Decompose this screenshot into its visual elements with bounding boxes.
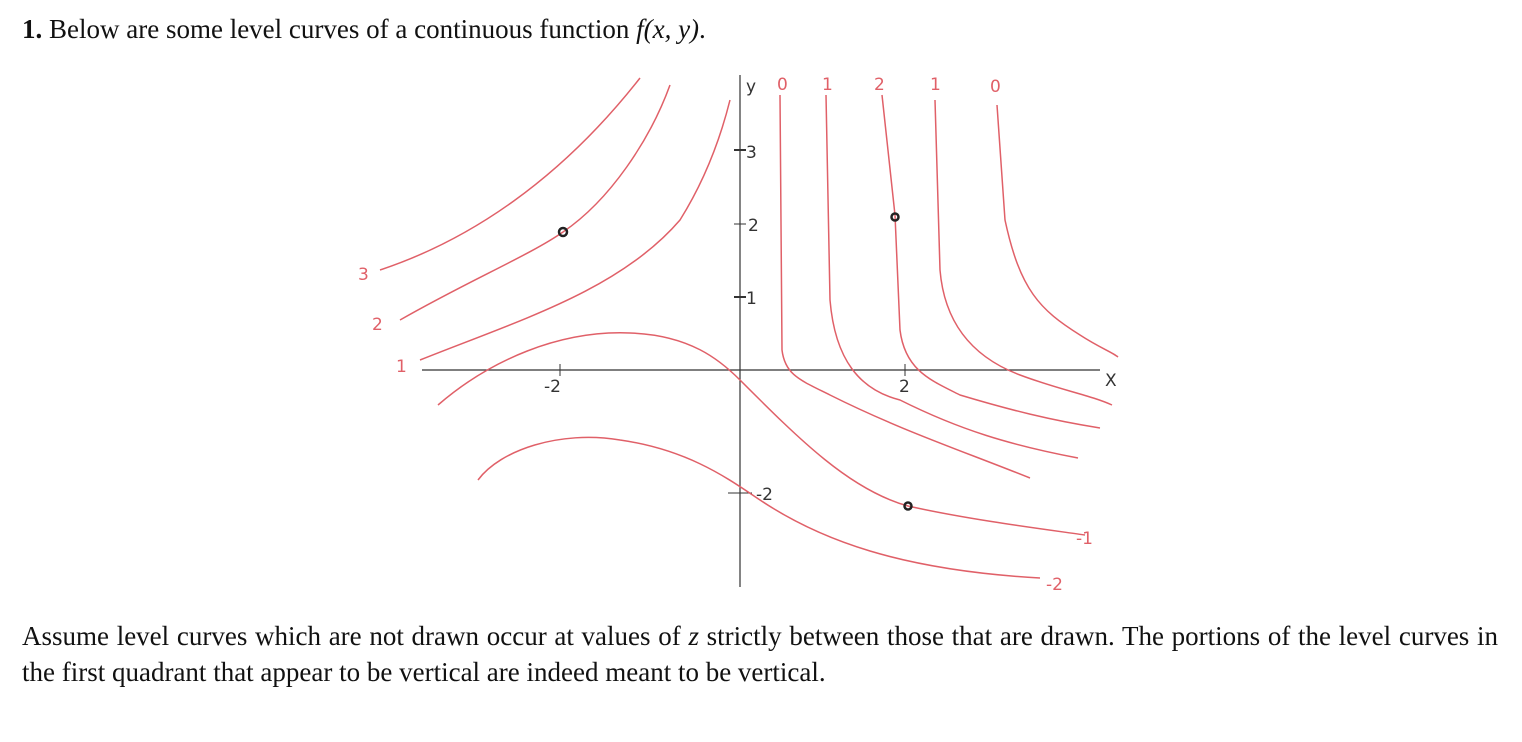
function-name: f(x, y): [636, 14, 700, 44]
level-curve: [934, 99, 1113, 406]
level-label: -1: [1076, 529, 1093, 549]
y-axis-label: y: [746, 77, 756, 97]
point: [557, 226, 569, 238]
level-curve: [379, 77, 641, 271]
y-tick-label: 2: [748, 216, 759, 236]
problem-intro: Below are some level curves of a continu…: [49, 14, 630, 44]
problem-number: 1.: [22, 14, 43, 44]
y-tick-label: 3: [746, 143, 757, 163]
x-axis-label: X: [1105, 371, 1117, 391]
level-curve: [477, 436, 1041, 579]
level-label: 2: [874, 75, 885, 95]
level-label: 0: [777, 75, 788, 95]
x-tick-label: -2: [544, 377, 561, 397]
note-text: strictly between those that are drawn. T…: [22, 621, 1499, 687]
y-tick-label: -2: [756, 485, 773, 505]
level-curve: [779, 94, 1031, 479]
level-label: -2: [1046, 575, 1063, 595]
x-tick-label: 2: [899, 377, 910, 397]
note-text: Assume level curves which are not drawn …: [22, 621, 681, 651]
level-curve: [419, 99, 731, 361]
level-label: 0: [990, 77, 1001, 97]
level-label: 2: [372, 315, 383, 335]
level-curve: [996, 104, 1119, 358]
level-curve-figure: X y -2 2 3 2 1 -2 0 1 2 1 0 3 2 1 -1 -2: [358, 75, 1119, 595]
level-label: 1: [822, 75, 833, 95]
level-label: 3: [358, 265, 369, 285]
level-label: 1: [396, 357, 407, 377]
period: .: [699, 14, 706, 44]
level-curve: [437, 332, 1086, 536]
level-curve: [825, 94, 1079, 459]
level-curve: [881, 94, 1101, 429]
level-curves: [379, 77, 1119, 579]
point: [903, 501, 913, 511]
note-variable: z: [688, 621, 699, 651]
y-tick-label: 1: [746, 289, 757, 309]
level-curve: [399, 84, 671, 321]
level-label: 1: [930, 75, 941, 95]
problem-statement: 1. Below are some level curves of a cont…: [22, 14, 706, 45]
assumption-note: Assume level curves which are not drawn …: [22, 618, 1498, 690]
point: [890, 212, 900, 222]
